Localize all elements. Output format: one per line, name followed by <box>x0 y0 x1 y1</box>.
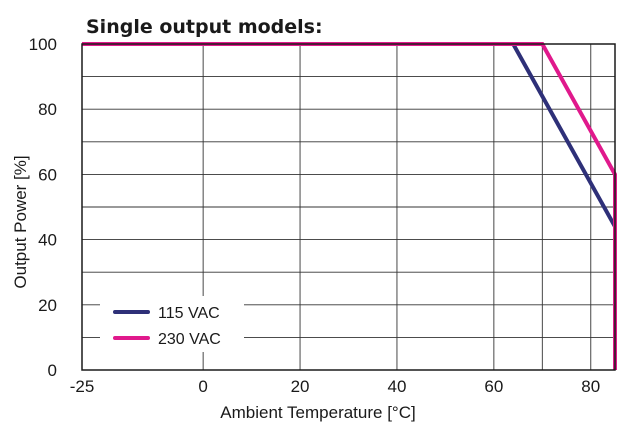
y-tick-label: 40 <box>38 231 57 250</box>
x-tick-label: 60 <box>484 377 503 396</box>
legend: 115 VAC 230 VAC <box>100 296 244 352</box>
legend-box <box>100 296 244 352</box>
x-tick-labels: -25 0 20 40 60 80 <box>70 377 601 396</box>
x-tick-label: 0 <box>198 377 207 396</box>
plot-frame <box>81 43 616 371</box>
y-tick-label: 0 <box>48 361 57 380</box>
chart-title: Single output models: <box>86 16 323 38</box>
y-axis-label: Output Power [%] <box>11 155 30 288</box>
y-tick-label: 80 <box>38 100 57 119</box>
y-tick-label: 60 <box>38 165 57 184</box>
y-tick-label: 100 <box>29 35 57 54</box>
y-tick-labels: 0 20 40 60 80 100 <box>29 35 57 380</box>
x-tick-label: 80 <box>581 377 600 396</box>
y-tick-label: 20 <box>38 296 57 315</box>
x-tick-label: 40 <box>387 377 406 396</box>
x-axis-label: Ambient Temperature [°C] <box>220 403 415 422</box>
legend-label: 115 VAC <box>158 305 220 322</box>
x-tick-label: 20 <box>291 377 310 396</box>
x-tick-label: -25 <box>70 377 95 396</box>
legend-label: 230 VAC <box>158 331 221 348</box>
